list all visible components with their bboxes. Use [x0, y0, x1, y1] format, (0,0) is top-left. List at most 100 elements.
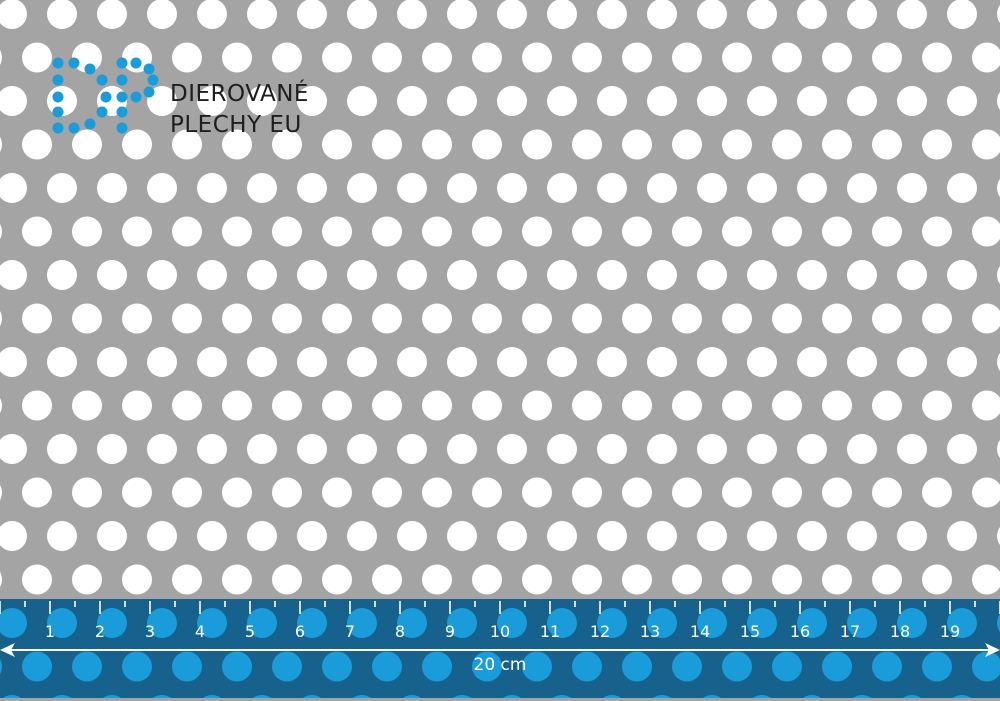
hole — [947, 86, 977, 116]
hole — [247, 173, 277, 203]
hole — [822, 42, 852, 73]
arrow-left-icon — [0, 643, 15, 657]
logo-dot — [96, 74, 108, 86]
hole — [647, 173, 677, 203]
hole — [0, 521, 27, 551]
hole — [797, 434, 827, 464]
hole — [197, 347, 227, 377]
ruler-label: 19 — [940, 622, 960, 641]
ruler-label: 13 — [640, 622, 660, 641]
hole — [297, 173, 327, 203]
hole — [872, 390, 902, 421]
hole — [872, 129, 902, 160]
hole — [622, 303, 652, 334]
hole — [472, 564, 502, 595]
hole — [572, 564, 602, 595]
hole — [522, 564, 552, 595]
hole — [247, 434, 277, 464]
hole — [422, 564, 452, 595]
hole — [847, 434, 877, 464]
ruler-label: 11 — [540, 622, 560, 641]
hole — [472, 42, 502, 73]
hole — [0, 137, 2, 152]
hole — [397, 347, 427, 377]
hole — [547, 521, 577, 551]
hole — [497, 434, 527, 464]
ruler-hole — [847, 608, 877, 638]
hole — [497, 86, 527, 116]
ruler-band: 1 2 3 4 5 6 7 8 9 10 11 12 13 14 15 16 17 18 19 20 cm — [0, 599, 1000, 698]
logo-dot — [52, 57, 64, 69]
hole — [472, 390, 502, 421]
hole — [0, 398, 2, 413]
hole — [0, 347, 27, 377]
hole — [222, 477, 252, 508]
hole — [797, 86, 827, 116]
hole — [872, 42, 902, 73]
hole — [0, 485, 2, 500]
hole — [547, 347, 577, 377]
ruler-hole — [303, 695, 321, 698]
hole — [0, 173, 27, 203]
hole — [72, 303, 102, 334]
hole — [472, 216, 502, 247]
ruler-label: 2 — [95, 622, 105, 641]
ruler-hole — [47, 608, 77, 638]
hole — [897, 86, 927, 116]
hole — [897, 173, 927, 203]
hole — [947, 434, 977, 464]
hole — [547, 0, 577, 29]
hole — [972, 564, 1000, 595]
logo-dot — [68, 122, 80, 134]
hole — [197, 0, 227, 29]
length-arrow — [0, 643, 1000, 657]
hole — [747, 347, 777, 377]
hole — [272, 303, 302, 334]
hole — [47, 347, 77, 377]
hole — [672, 42, 702, 73]
hole — [697, 347, 727, 377]
arrow-right-icon — [985, 643, 1000, 657]
hole — [522, 42, 552, 73]
hole — [0, 572, 2, 587]
hole — [397, 521, 427, 551]
hole — [422, 42, 452, 73]
hole — [872, 564, 902, 595]
hole — [997, 5, 1000, 23]
hole — [597, 434, 627, 464]
hole — [797, 173, 827, 203]
ruler-label: 8 — [395, 622, 405, 641]
hole — [147, 260, 177, 290]
ruler-hole — [997, 614, 1000, 632]
hole — [422, 390, 452, 421]
ruler-hole-pattern — [0, 608, 1000, 698]
hole — [772, 42, 802, 73]
hole — [97, 521, 127, 551]
hole — [522, 216, 552, 247]
hole — [647, 86, 677, 116]
length-label: 20 cm — [474, 655, 527, 675]
hole — [547, 434, 577, 464]
hole — [447, 260, 477, 290]
hole — [322, 42, 352, 73]
hole — [772, 564, 802, 595]
ruler-hole — [197, 608, 227, 638]
hole — [397, 0, 427, 29]
hole — [722, 303, 752, 334]
hole — [222, 42, 252, 73]
hole — [147, 434, 177, 464]
hole — [547, 173, 577, 203]
ruler-hole — [22, 651, 52, 682]
ruler-hole — [172, 651, 202, 682]
hole — [0, 86, 27, 116]
hole — [497, 0, 527, 29]
hole — [947, 521, 977, 551]
hole — [822, 390, 852, 421]
hole — [997, 353, 1000, 371]
ruler-label: 3 — [145, 622, 155, 641]
hole — [22, 390, 52, 421]
ruler-hole — [853, 695, 871, 698]
hole — [272, 42, 302, 73]
logo-dot — [130, 91, 142, 103]
logo-dot — [100, 91, 112, 103]
